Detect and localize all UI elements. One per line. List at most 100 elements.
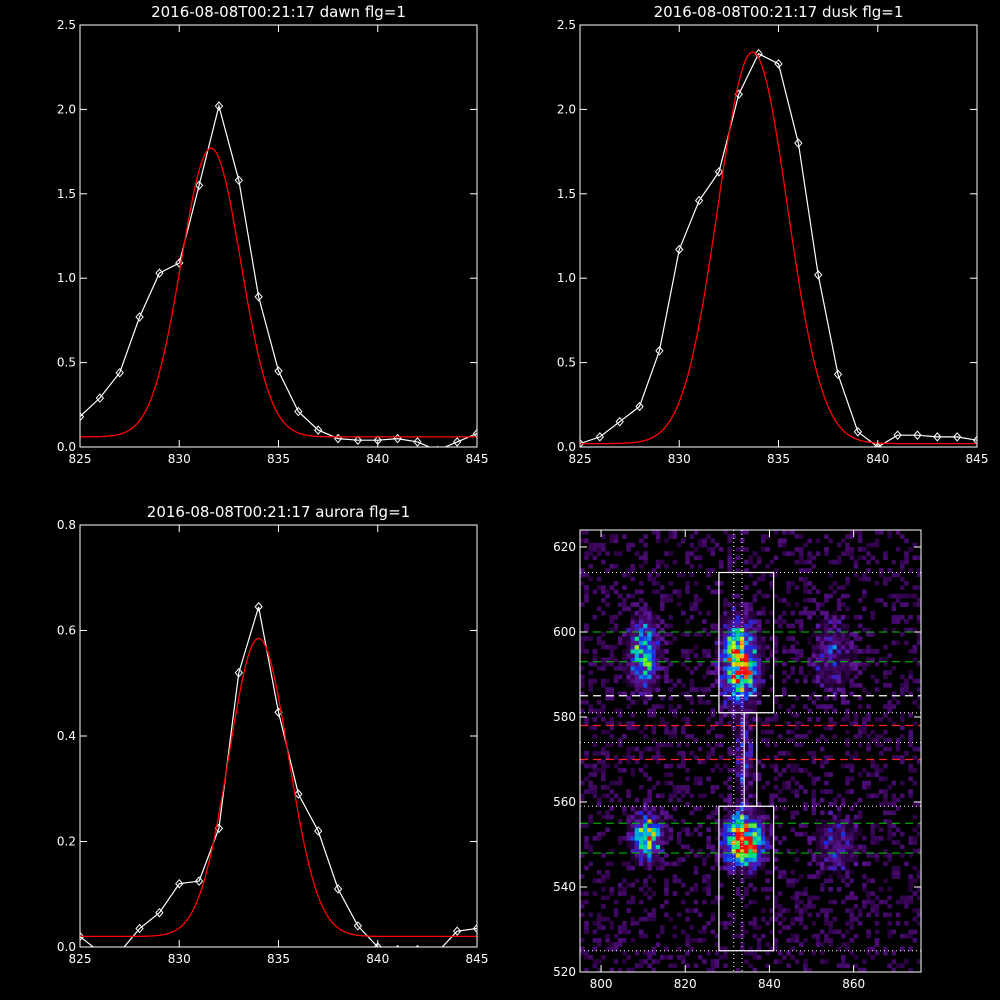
- data-point-diamond: [913, 430, 922, 440]
- data-point-diamond: [116, 948, 123, 956]
- y-tick-label: 0.0: [557, 440, 576, 454]
- heatmap-cell: [706, 882, 711, 888]
- heatmap-cell: [622, 925, 627, 930]
- heatmap-cell: [659, 717, 665, 722]
- heatmap-cell: [664, 823, 669, 828]
- heatmap-cell: [596, 916, 602, 922]
- heatmap-cell: [841, 942, 846, 947]
- heatmap-cell: [752, 678, 758, 684]
- heatmap-cell: [731, 653, 737, 658]
- heatmap-cell: [638, 819, 644, 824]
- heatmap-cell: [739, 691, 745, 697]
- heatmap-cell: [777, 870, 783, 875]
- heatmap-cell: [710, 848, 716, 854]
- heatmap-cell: [853, 712, 859, 718]
- heatmap-cell: [668, 708, 674, 714]
- heatmap-cell: [580, 793, 585, 799]
- heatmap-cell: [761, 576, 766, 582]
- heatmap-cell: [870, 729, 876, 735]
- heatmap-cell: [613, 589, 619, 595]
- data-point-diamond: [353, 921, 363, 931]
- heatmap-cell: [647, 827, 652, 833]
- heatmap-cell: [710, 959, 716, 964]
- heatmap-cell: [790, 933, 796, 939]
- heatmap-cell: [777, 623, 783, 629]
- heatmap-cell: [773, 742, 779, 748]
- heatmap-cell: [857, 734, 863, 739]
- heatmap-cell: [609, 691, 615, 697]
- heatmap-cell: [634, 878, 640, 884]
- heatmap-cell: [630, 576, 636, 582]
- heatmap-cell: [617, 712, 623, 718]
- heatmap-cell: [887, 895, 892, 901]
- heatmap-cell: [857, 636, 863, 641]
- heatmap-cell: [727, 814, 732, 820]
- heatmap-cell: [710, 627, 716, 633]
- heatmap-cell: [836, 857, 842, 862]
- heatmap-cell: [643, 691, 648, 697]
- heatmap-cell: [655, 814, 661, 820]
- heatmap-cell: [807, 899, 812, 905]
- heatmap-cell: [786, 763, 791, 769]
- heatmap-cell: [710, 725, 716, 731]
- heatmap-cell: [803, 768, 808, 773]
- heatmap-cell: [819, 661, 825, 667]
- heatmap-cell: [718, 955, 724, 960]
- heatmap-cell: [727, 538, 732, 544]
- heatmap-cell: [668, 615, 674, 620]
- heatmap-cell: [605, 742, 610, 748]
- heatmap-cell: [689, 925, 695, 930]
- heatmap-cell: [706, 967, 711, 972]
- heatmap-cell: [609, 653, 615, 658]
- heatmap-cell: [596, 585, 602, 590]
- heatmap-cell: [752, 593, 758, 599]
- heatmap-cell: [588, 708, 594, 714]
- heatmap-cell: [689, 831, 695, 837]
- heatmap-cell: [668, 861, 674, 867]
- heatmap-cell: [891, 640, 897, 646]
- heatmap-cell: [744, 691, 749, 697]
- heatmap-cell: [765, 942, 770, 947]
- heatmap-cell: [794, 904, 800, 909]
- heatmap-cell: [601, 874, 606, 879]
- heatmap-cell: [807, 708, 812, 714]
- heatmap-cell: [832, 674, 838, 680]
- heatmap-cell: [702, 793, 707, 799]
- heatmap-cell: [617, 780, 623, 786]
- heatmap-cell: [824, 916, 829, 922]
- heatmap-cell: [744, 802, 749, 807]
- heatmap-cell: [718, 755, 724, 760]
- heatmap-cell: [693, 738, 699, 743]
- heatmap-cell: [803, 542, 808, 548]
- heatmap-cell: [756, 819, 762, 824]
- heatmap-cell: [798, 623, 804, 629]
- heatmap-cell: [866, 691, 871, 697]
- heatmap-cell: [798, 912, 804, 918]
- heatmap-cell: [883, 793, 888, 799]
- heatmap-cell: [723, 827, 728, 833]
- heatmap-cell: [819, 853, 825, 858]
- heatmap-cell: [845, 831, 850, 837]
- heatmap-cell: [634, 619, 640, 624]
- x-tick-label: 835: [267, 452, 290, 466]
- heatmap-cell: [681, 857, 686, 862]
- heatmap-cell: [689, 751, 695, 756]
- heatmap-cell: [819, 678, 825, 684]
- heatmap-cell: [883, 776, 888, 782]
- heatmap-cell: [659, 598, 665, 603]
- heatmap-cell: [832, 844, 838, 850]
- heatmap-cell: [647, 606, 652, 612]
- heatmap-cell: [803, 908, 808, 913]
- heatmap-cell: [651, 912, 657, 918]
- heatmap-cell: [647, 619, 652, 624]
- heatmap-cell: [849, 666, 855, 671]
- heatmap-cell: [693, 963, 699, 969]
- heatmap-cell: [878, 734, 884, 739]
- heatmap-cell: [891, 950, 897, 956]
- heatmap-cell: [735, 831, 741, 837]
- heatmap-cell: [857, 547, 863, 552]
- heatmap-cell: [689, 700, 695, 705]
- heatmap-cell: [710, 661, 716, 667]
- heatmap-cell: [819, 602, 825, 607]
- heatmap-cell: [899, 593, 905, 599]
